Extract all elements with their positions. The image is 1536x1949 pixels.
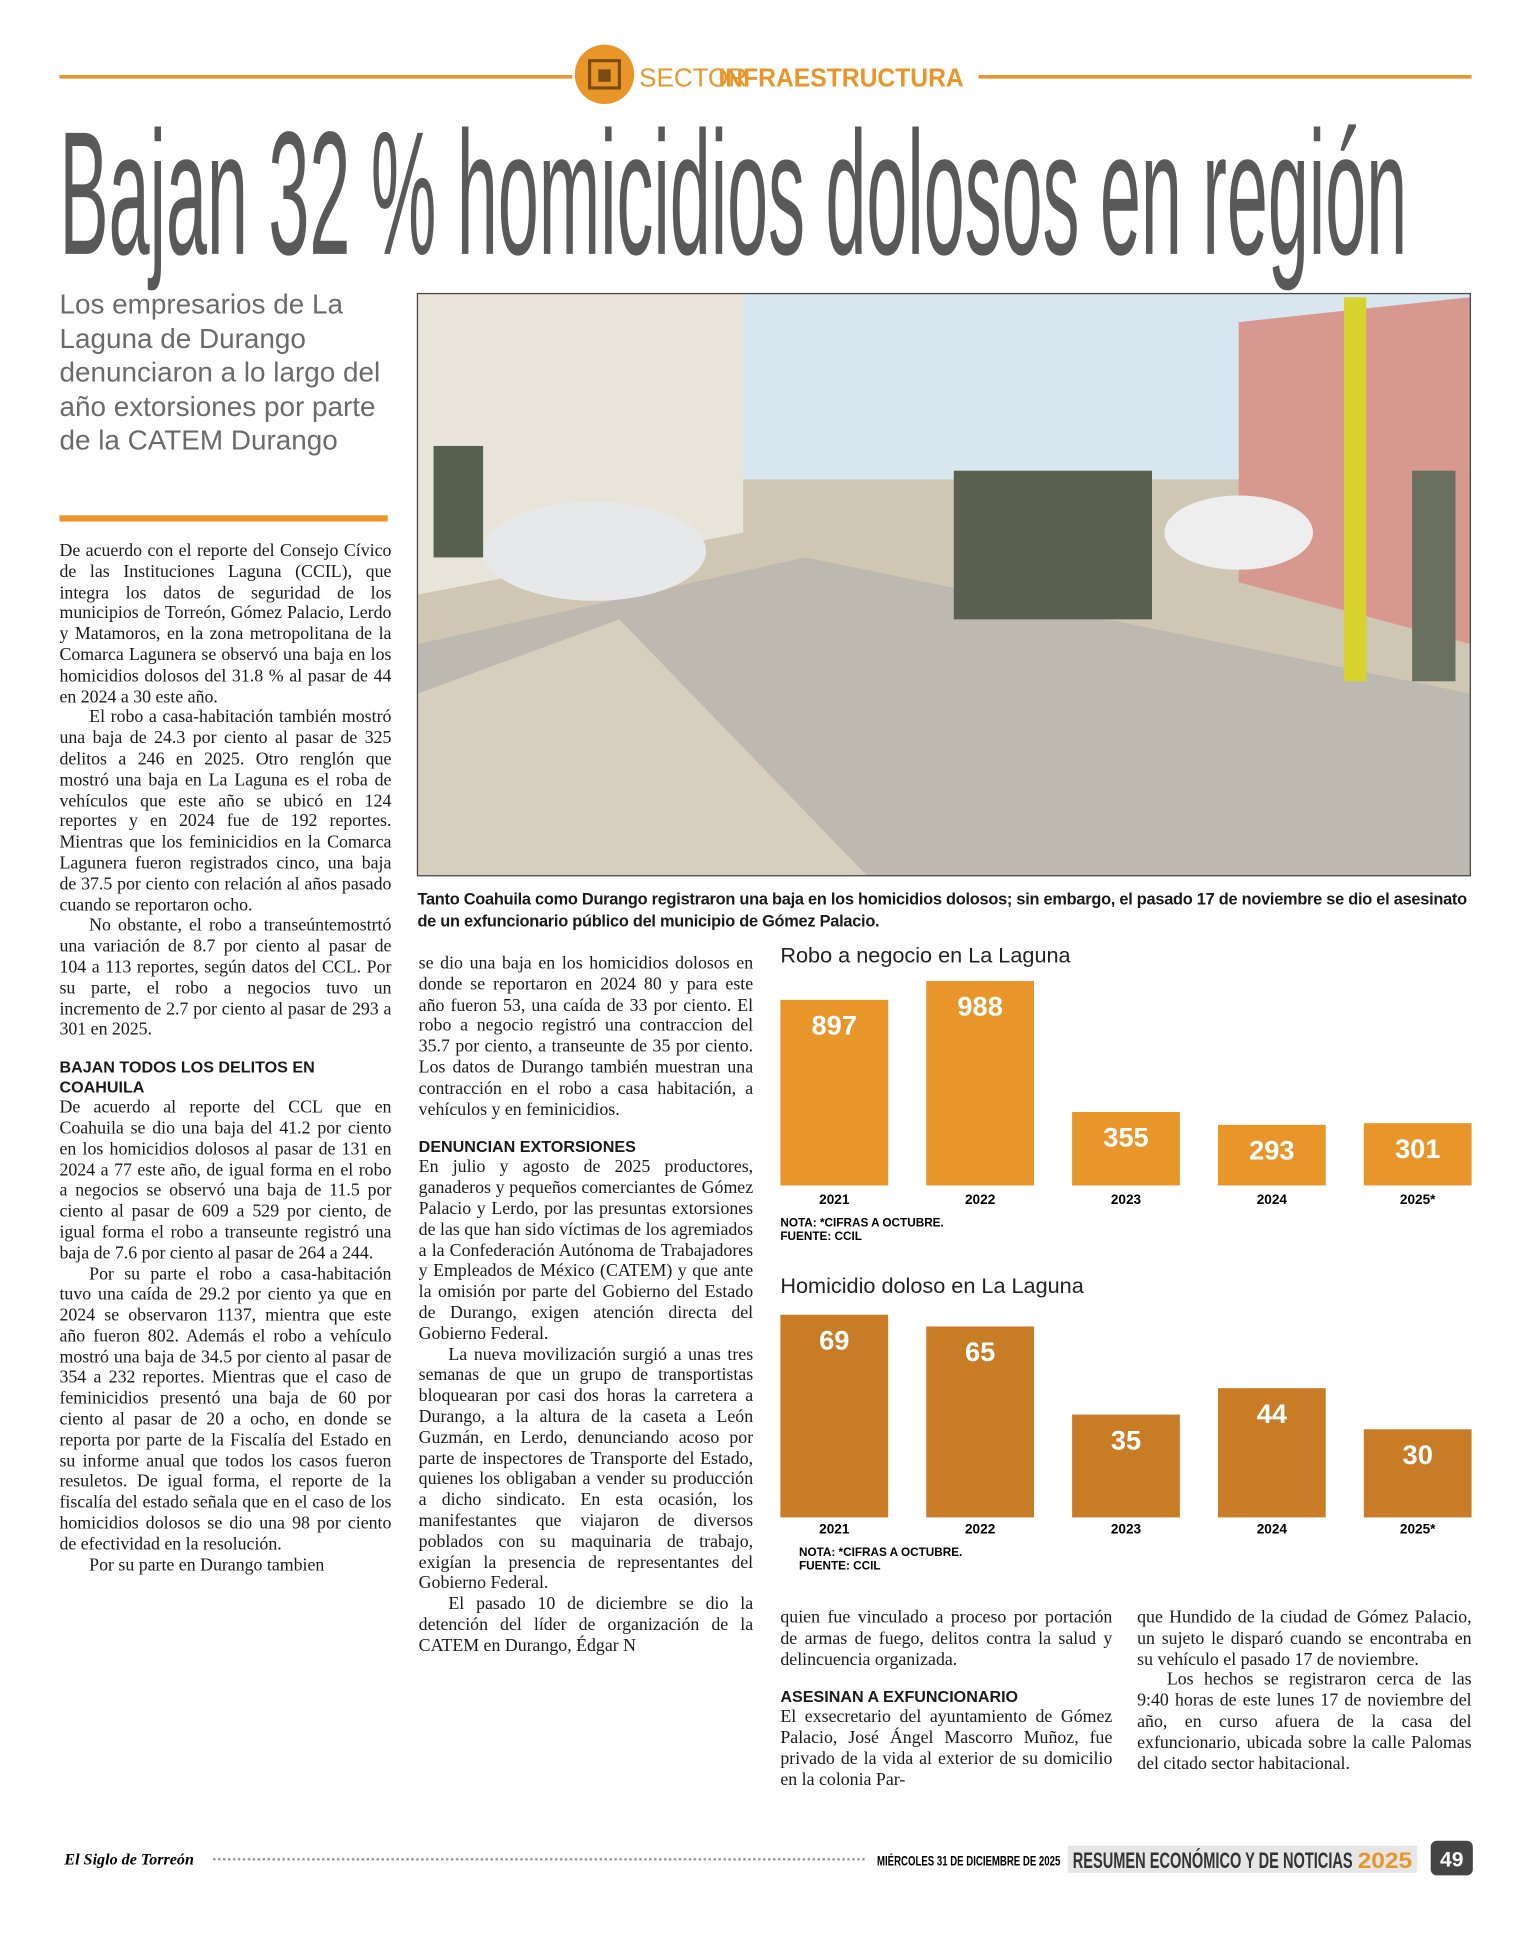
- paragraph: De acuerdo al reporte del CCL que en Coa…: [59, 1097, 392, 1264]
- value-label: 35: [1111, 1424, 1141, 1455]
- value-label: 65: [965, 1336, 995, 1367]
- paragraph: No obstante, el robo a transeúntemostrtó…: [59, 915, 392, 1040]
- x-tick-label: 2022: [965, 1522, 996, 1537]
- paragraph: De acuerdo con el reporte del Consejo Cí…: [59, 541, 392, 707]
- x-tick-label: 2023: [1111, 1192, 1142, 1207]
- value-label: 69: [819, 1324, 849, 1355]
- bar: [1363, 1123, 1472, 1186]
- photo-border: [416, 292, 1471, 877]
- chart-title: Robo a negocio en La Laguna: [780, 942, 1071, 967]
- bar: [926, 981, 1035, 1186]
- paragraph: Por su parte el robo a casa-habitación t…: [59, 1264, 392, 1555]
- x-tick-label: 2022: [965, 1192, 996, 1207]
- chart-note: NOTA: *CIFRAS A OCTUBRE.: [799, 1546, 962, 1559]
- paragraph: Por su parte en Durango tambien: [89, 1555, 325, 1576]
- photo-soldier: [433, 445, 484, 558]
- deck-rule: [59, 515, 388, 522]
- photo-pole: [1344, 297, 1367, 682]
- photo-car: [1164, 495, 1314, 570]
- value-label: 30: [1403, 1439, 1433, 1470]
- page-number-box: [1430, 1840, 1473, 1876]
- x-tick-label: 2025*: [1400, 1192, 1436, 1207]
- paragraph: El robo a casa-habitación también mostró…: [59, 707, 392, 915]
- chart-source: FUENTE: CCIL: [799, 1559, 881, 1572]
- article-column: De acuerdo con el reporte del Consejo Cí…: [59, 541, 391, 1576]
- bar: [1217, 1388, 1326, 1518]
- value-label: 293: [1249, 1135, 1294, 1166]
- chart-source: FUENTE: CCIL: [780, 1230, 862, 1243]
- photo-caption: Tanto Coahuila como Durango registraron …: [417, 889, 1467, 931]
- section-icon: [598, 69, 611, 82]
- bar: [926, 1326, 1035, 1518]
- value-label: 897: [812, 1010, 857, 1041]
- x-tick-label: 2025*: [1400, 1522, 1436, 1537]
- subheading: DENUNCIAN EXTORSIONES: [418, 1137, 636, 1157]
- section-icon: [588, 59, 621, 90]
- paragraph: En julio y agosto de 2025 productores, g…: [418, 1157, 754, 1344]
- bar: [1072, 1112, 1180, 1186]
- subheading: BAJAN TODOS LOS DELITOS EN COAHUILA: [59, 1058, 315, 1097]
- footer-section: RESUMEN ECONÓMICO Y DE NOTICIAS: [1073, 1848, 1353, 1873]
- chart-title: Homicidio doloso en La Laguna: [780, 1273, 1084, 1298]
- section-name: INFRAESTRUCTURA: [718, 63, 963, 93]
- x-tick-label: 2021: [819, 1192, 850, 1207]
- x-tick-label: 2023: [1111, 1522, 1142, 1537]
- x-tick-label: 2024: [1257, 1522, 1288, 1537]
- paragraph: La nueva movilización surgió a unas tres…: [418, 1344, 754, 1594]
- value-label: 355: [1103, 1122, 1148, 1153]
- paragraph: El pasado 10 de diciembre se dio la dete…: [418, 1594, 754, 1656]
- paragraph: El exsecretario del ayuntamiento de Góme…: [780, 1707, 1113, 1790]
- footer-year: 2025: [1358, 1848, 1413, 1873]
- x-tick-label: 2021: [819, 1522, 850, 1537]
- headline: Bajan 32 % homicidios dolosos en región: [59, 96, 1407, 292]
- photo: [416, 292, 1471, 877]
- footer-band: [1067, 1845, 1418, 1873]
- paragraph: quien fue vinculado a proceso por portac…: [780, 1607, 1113, 1670]
- subheading: ASESINAN A EXFUNCIONARIO: [780, 1687, 1019, 1707]
- photo-car: [483, 501, 707, 601]
- article-column: se dio una baja en los homicidios doloso…: [419, 954, 753, 1657]
- bar: [1072, 1414, 1180, 1518]
- article-column: quien fue vinculado a proceso por portac…: [780, 1608, 1112, 1791]
- article-column: que Hundido de la ciudad de Gómez Palaci…: [1137, 1608, 1471, 1774]
- section-prefix: SECTOR: [639, 63, 747, 93]
- paragraph: se dio una baja en los homicidios doloso…: [418, 953, 754, 1120]
- deck: Los empresarios de La Laguna de Durango …: [59, 288, 381, 456]
- bar: [780, 1314, 889, 1518]
- photo-soldier: [1412, 470, 1456, 682]
- paragraph: que Hundido de la ciudad de Gómez Palaci…: [1137, 1607, 1472, 1670]
- paragraph: Los hechos se registraron cerca de las 9…: [1137, 1670, 1472, 1774]
- page-number: 49: [1440, 1849, 1463, 1872]
- photo-sidewalk: [417, 619, 868, 876]
- bar: [1217, 1124, 1326, 1186]
- value-label: 301: [1395, 1133, 1440, 1164]
- photo-truck: [953, 470, 1153, 620]
- bar: [780, 999, 889, 1186]
- value-label: 988: [957, 991, 1002, 1022]
- footer-date: MIÉRCOLES 31 DE DICIEMBRE DE 2025: [877, 1853, 1061, 1868]
- footer-brand: El Siglo de Torreón: [63, 1851, 194, 1868]
- bar: [1363, 1429, 1472, 1518]
- chart-note: NOTA: *CIFRAS A OCTUBRE.: [780, 1216, 943, 1229]
- value-label: 44: [1257, 1398, 1288, 1429]
- x-tick-label: 2024: [1257, 1192, 1288, 1207]
